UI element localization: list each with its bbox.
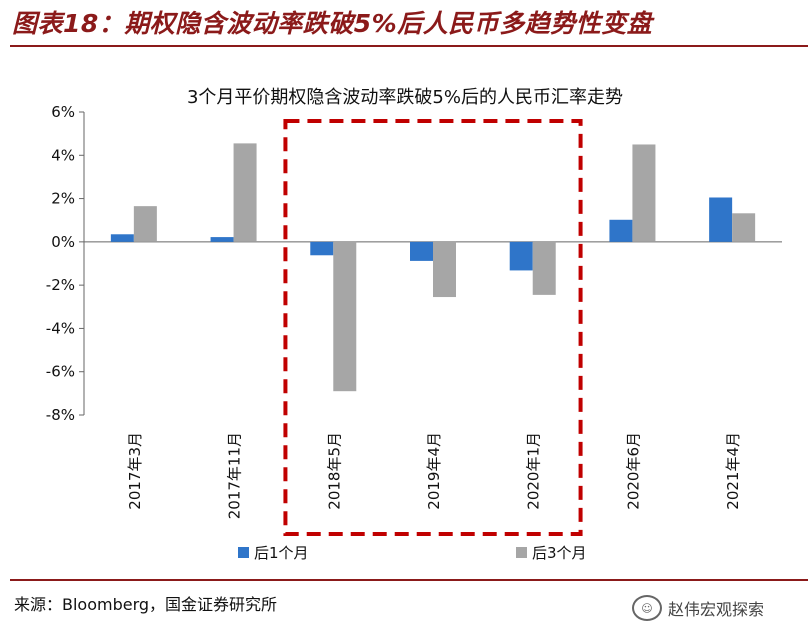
bar-after-3-months (732, 213, 756, 242)
category-labels: 2017年3月 2017年11月 2018年5月 2019年4月 2020年1月 2020… (126, 432, 742, 519)
source-divider (10, 579, 808, 581)
bar-after-1-month (210, 237, 234, 242)
chart-bars (110, 143, 756, 392)
watermark-text: 赵伟宏观探索 (668, 600, 765, 619)
bar-chart: 3个月平价期权隐含波动率跌破5%后的人民币汇率走势 6% 4% 2% 0% -2% -4%… (46, 87, 782, 562)
category-label: 2019年4月 (425, 432, 443, 510)
bar-after-3-months (433, 241, 456, 298)
chart-legend: 后1个月 后3个月 (238, 544, 587, 562)
y-tick-label: 4% (51, 146, 75, 164)
category-label: 2020年6月 (624, 432, 642, 510)
legend-swatch (238, 547, 249, 558)
y-tick-label: -8% (46, 406, 75, 424)
legend-label: 后1个月 (254, 544, 309, 562)
y-tick-label: 6% (51, 103, 75, 121)
bar-after-3-months (632, 144, 656, 242)
source-note: 来源：Bloomberg，国金证券研究所 (14, 595, 278, 614)
bar-after-3-months (133, 206, 157, 242)
bar-after-3-months (532, 241, 556, 295)
category-label: 2017年3月 (126, 432, 144, 510)
category-label: 2021年4月 (724, 432, 742, 510)
title-divider (10, 45, 808, 47)
bar-after-1-month (509, 241, 533, 271)
y-tick-label: -2% (46, 276, 75, 294)
bar-after-1-month (310, 241, 334, 256)
bar-after-3-months (233, 143, 257, 242)
category-label: 2018年5月 (325, 432, 343, 510)
y-tick-label: 0% (51, 233, 75, 251)
chart-title: 3个月平价期权隐含波动率跌破5%后的人民币汇率走势 (187, 87, 623, 108)
y-tick-label: 2% (51, 190, 75, 208)
wechat-icon: ☺ (632, 595, 662, 621)
y-tick-label: -6% (46, 363, 75, 381)
bar-after-3-months (333, 241, 357, 392)
category-label: 2017年11月 (226, 432, 244, 519)
legend-swatch (516, 547, 527, 558)
category-label: 2020年1月 (525, 432, 543, 510)
legend-label: 后3个月 (532, 544, 587, 562)
bar-after-1-month (410, 241, 433, 261)
bar-after-1-month (110, 234, 134, 242)
y-tick-label: -4% (46, 319, 75, 337)
bar-after-1-month (709, 197, 733, 242)
chart-axes: 6% 4% 2% 0% -2% -4% -6% -8% (46, 103, 782, 424)
bar-after-1-month (609, 219, 633, 242)
figure-title: 图表18：期权隐含波动率跌破5%后人民币多趋势性变盘 (12, 9, 653, 38)
watermark: ☺ 赵伟宏观探索 (632, 588, 764, 628)
